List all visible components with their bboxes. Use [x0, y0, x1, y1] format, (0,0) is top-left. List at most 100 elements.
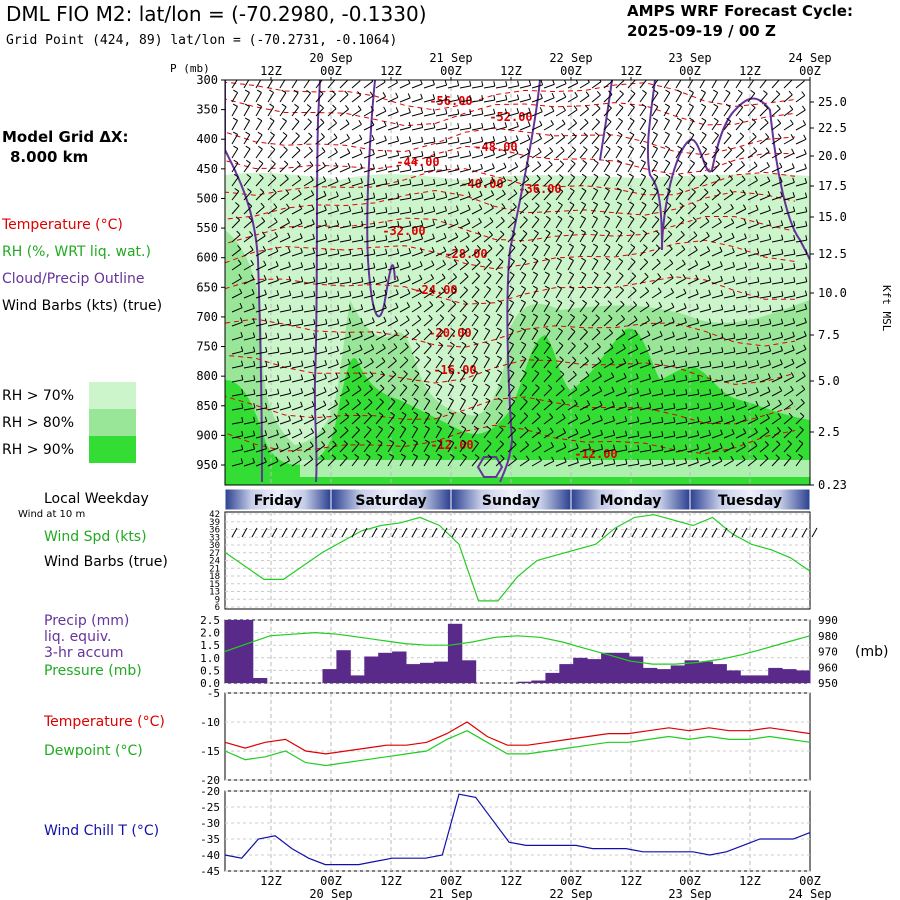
wind-barb-flag — [540, 80, 544, 86]
wind-barb-flag — [300, 401, 303, 407]
wind-barb-flag — [382, 343, 386, 349]
wind-barb — [231, 248, 242, 257]
bottom-time-tick-label: 12Z — [739, 874, 761, 888]
wind-barb-flag — [700, 89, 706, 93]
wind-barb — [759, 166, 770, 173]
wind-barb — [519, 302, 526, 313]
wind-barb — [555, 373, 565, 383]
wind-barb — [507, 126, 519, 131]
wind-barb-flag — [557, 285, 562, 290]
wind-barb-flag — [311, 204, 315, 210]
wind-barb — [291, 419, 303, 425]
wind-barb-flag — [781, 277, 784, 283]
wind-barb-flag — [534, 369, 540, 374]
wind-barb — [663, 350, 675, 355]
wind-barb — [759, 364, 771, 369]
wind-barb-flag — [408, 261, 411, 267]
wind-barb — [723, 120, 732, 131]
wind-barb-flag — [453, 259, 458, 265]
wind-barb — [627, 148, 635, 159]
wind-barb — [339, 336, 351, 341]
wind-barb-flag — [394, 316, 399, 321]
wind-barb — [243, 264, 254, 271]
wind-barb-flag — [456, 205, 459, 211]
wind-barb — [351, 153, 363, 159]
wind-barb — [363, 388, 373, 397]
wind-barb-flag — [598, 386, 603, 392]
wind-barb-flag — [407, 288, 411, 294]
wind-barb-flag — [367, 412, 372, 417]
wind-barb-flag — [299, 218, 303, 224]
wind-barb — [255, 407, 267, 411]
wind-barb-flag — [756, 219, 759, 225]
wind-barb — [639, 190, 647, 201]
wind-barb — [375, 253, 387, 257]
wind-barb-flag — [289, 374, 292, 380]
wind-barb-flag — [533, 341, 539, 346]
wind-barb-flag — [334, 162, 339, 168]
wind-barb-flag — [720, 275, 723, 281]
wind-barb-flag — [522, 243, 527, 248]
height-tick-label: 2.5 — [818, 425, 840, 439]
wind-barb — [711, 379, 723, 383]
wind-barb-flag — [790, 372, 795, 378]
wind-barb-flag — [574, 91, 578, 97]
wind-barb — [447, 209, 459, 215]
wind-barb-flag — [359, 134, 363, 140]
wind-barb — [531, 316, 539, 327]
wind-barb-flag — [490, 203, 494, 209]
wind-barb-flag — [757, 262, 760, 268]
legend-rh80-label: RH > 80% — [2, 415, 75, 431]
wind-barb — [267, 163, 276, 173]
wind-barb-flag — [294, 118, 300, 122]
wind-barb-flag — [652, 117, 658, 121]
wind-barb — [471, 127, 483, 131]
wind-barb — [267, 294, 279, 299]
wind-barb-flag — [742, 441, 746, 447]
wind-barb — [435, 317, 445, 327]
wind-barb — [279, 120, 287, 131]
wind-barb-flag — [672, 360, 676, 366]
wind-barb-flag — [480, 150, 484, 156]
wind-barb-flag — [497, 313, 502, 318]
wind-barb — [459, 276, 469, 285]
wind-barb — [603, 318, 613, 327]
wind-barb — [555, 446, 567, 453]
wind-barb — [447, 442, 455, 453]
wind-barb — [531, 178, 541, 187]
wind-barb-flag — [787, 440, 792, 445]
weekday-label: Friday — [254, 493, 303, 509]
wind-barb-flag — [332, 440, 337, 445]
wind-barb — [723, 459, 734, 467]
wind-barb — [603, 94, 613, 103]
wind-barb-flag — [420, 108, 424, 114]
wind-barb — [231, 449, 243, 453]
wind-barb-flag — [504, 122, 508, 128]
wind-barb — [747, 364, 759, 369]
wind-barb-flag — [799, 426, 804, 431]
wind-barb — [639, 435, 651, 439]
wind-barb-flag — [407, 93, 411, 99]
wind-barb-flag — [240, 331, 243, 337]
wind-speed-tick-label: 9 — [215, 595, 220, 605]
wind-speed-tick-label: 15 — [209, 580, 220, 590]
wind-barb — [339, 281, 351, 285]
wind-barb — [615, 362, 627, 369]
wind-barb-flag — [753, 441, 758, 447]
wind-barb — [591, 204, 599, 215]
wind-barb-flag — [509, 299, 514, 304]
wind-barb-flag — [371, 317, 375, 323]
wind-barb — [243, 220, 253, 229]
wind-barb — [435, 345, 444, 355]
wind-barb — [531, 344, 539, 355]
wind-barb — [555, 110, 566, 117]
wind-barb — [651, 190, 659, 201]
wind-barb — [339, 295, 351, 299]
wind-barb — [315, 350, 327, 355]
temperature-contour-line — [225, 276, 795, 305]
wind-barb — [291, 446, 302, 453]
surface-wind-barb — [611, 527, 618, 538]
wind-barb-flag — [310, 190, 315, 196]
wind-barb — [411, 197, 423, 201]
